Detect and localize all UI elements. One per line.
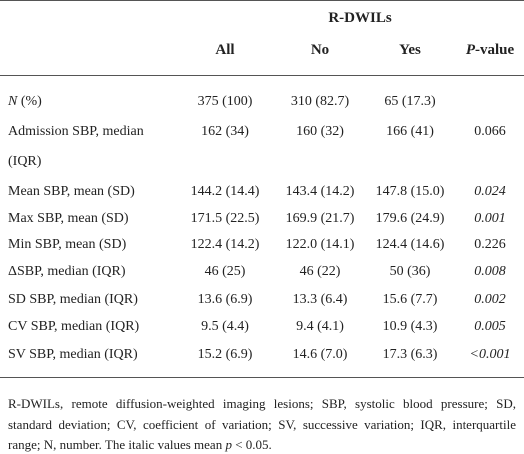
cell-value: 0.226: [474, 237, 506, 252]
group-header: R-DWILs: [328, 10, 392, 26]
text-segment: Admission SBP, median (IQR): [8, 124, 144, 169]
row-label: CV SBP, median (IQR): [8, 312, 168, 342]
footnote: R-DWILs, remote diffusion-weighted imagi…: [8, 394, 516, 454]
cell-value: 0.066: [474, 124, 506, 139]
row-label: N (%): [8, 87, 168, 117]
row-label: SD SBP, median (IQR): [8, 285, 168, 315]
column-header: No: [275, 40, 365, 60]
cell-value: 124.4 (14.6): [375, 237, 445, 252]
column-header: All: [180, 40, 270, 60]
text-segment: CV SBP, median (IQR): [8, 319, 140, 334]
bottom-rule: [0, 377, 524, 378]
cell-value: 310 (82.7): [290, 94, 350, 109]
row-label: ΔSBP, median (IQR): [8, 257, 168, 287]
text-segment: P: [465, 42, 475, 58]
cell-value: 162 (34): [201, 124, 249, 139]
cell-value: 13.3 (6.4): [292, 292, 348, 307]
cell-value: 0.002: [474, 292, 506, 307]
cell-value: 160 (32): [296, 124, 344, 139]
text-segment: ΔSBP, median (IQR): [8, 264, 126, 279]
text-segment: (%): [17, 94, 42, 109]
cell-value: 147.8 (15.0): [375, 184, 445, 199]
cell-value: 15.6 (7.7): [382, 292, 438, 307]
cell-value: 179.6 (24.9): [375, 211, 445, 226]
row-label: Max SBP, mean (SD): [8, 204, 168, 234]
cell-value: 0.001: [474, 211, 506, 226]
cell-value: 9.5 (4.4): [201, 319, 249, 334]
cell-value: 122.4 (14.2): [190, 237, 260, 252]
text-segment: No: [310, 42, 330, 58]
text-segment: Mean SBP, mean (SD): [8, 184, 135, 199]
cell-value: 46 (22): [299, 264, 341, 279]
cell-value: <0.001: [469, 347, 511, 362]
top-rule: [0, 0, 524, 1]
cell-value: 14.6 (7.0): [292, 347, 348, 362]
text-segment: SV SBP, median (IQR): [8, 347, 138, 362]
cell-value: 50 (36): [389, 264, 431, 279]
cell-value: 9.4 (4.1): [296, 319, 344, 334]
cell-value: 13.6 (6.9): [197, 292, 253, 307]
column-header: P-value: [445, 40, 524, 60]
text-segment: Max SBP, mean (SD): [8, 211, 129, 226]
text-segment: -value: [475, 42, 515, 58]
row-label: SV SBP, median (IQR): [8, 340, 168, 370]
cell-value: 375 (100): [197, 94, 253, 109]
cell-value: 171.5 (22.5): [190, 211, 260, 226]
text-segment: R-DWILs, remote diffusion-weighted imagi…: [8, 396, 516, 452]
row-label: Admission SBP, median (IQR): [8, 117, 168, 177]
cell-value: 169.9 (21.7): [285, 211, 355, 226]
cell-value: 166 (41): [386, 124, 434, 139]
text-segment: Yes: [399, 42, 421, 58]
text-segment: < 0.05.: [231, 437, 272, 452]
cell-value: 0.005: [474, 319, 506, 334]
text-segment: SD SBP, median (IQR): [8, 292, 138, 307]
cell-value: 0.008: [474, 264, 506, 279]
cell-value: 17.3 (6.3): [382, 347, 438, 362]
text-segment: Min SBP, mean (SD): [8, 237, 127, 252]
column-header: Yes: [365, 40, 455, 60]
cell-value: 10.9 (4.3): [382, 319, 438, 334]
header-rule: [0, 75, 524, 76]
cell-value: 15.2 (6.9): [197, 347, 253, 362]
row-label: Mean SBP, mean (SD): [8, 177, 168, 207]
text-segment: All: [215, 42, 235, 58]
cell-value: 0.024: [474, 184, 506, 199]
cell-value: 46 (25): [204, 264, 246, 279]
cell-value: 122.0 (14.1): [285, 237, 355, 252]
text-segment: N: [8, 94, 18, 109]
row-label: Min SBP, mean (SD): [8, 230, 168, 260]
cell-value: 65 (17.3): [384, 94, 436, 109]
text-segment: p: [225, 437, 232, 452]
cell-value: 143.4 (14.2): [285, 184, 355, 199]
cell-value: 144.2 (14.4): [190, 184, 260, 199]
